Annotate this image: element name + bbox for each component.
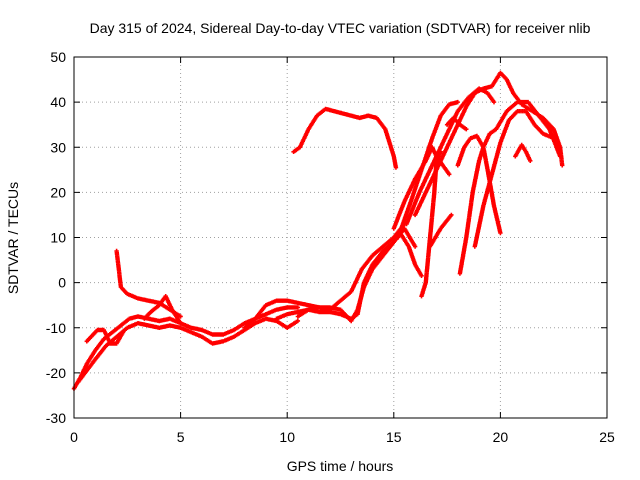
axis-ticks: 0 5 10 15 20 25 -30 -20 -10 0 10 20 30 40 50 [46, 49, 615, 445]
x-tick-label: 0 [70, 429, 78, 445]
y-axis-label: SDTVAR / TECUs [5, 182, 21, 294]
series-arc-16 [444, 115, 469, 132]
x-tick-label: 10 [279, 429, 295, 445]
y-tick-label: -20 [46, 365, 66, 381]
series-arc-3 [84, 327, 126, 346]
y-tick-label: -30 [46, 410, 66, 426]
y-tick-label: -10 [46, 320, 66, 336]
series-arc-9 [291, 106, 399, 170]
series-arc-17 [457, 99, 563, 276]
series-arc-14 [419, 149, 443, 299]
x-axis-label: GPS time / hours [287, 458, 394, 474]
data-series-group [71, 70, 565, 391]
chart-title: Day 315 of 2024, Sidereal Day-to-day VTE… [90, 20, 591, 36]
y-tick-label: 20 [50, 184, 66, 200]
series-arc-20 [513, 142, 533, 163]
x-tick-label: 25 [599, 429, 615, 445]
y-tick-label: 40 [50, 94, 66, 110]
y-tick-label: 50 [50, 49, 66, 65]
series-arc-11 [395, 99, 460, 240]
series-arc-5 [142, 294, 183, 326]
x-tick-label: 20 [493, 429, 509, 445]
x-tick-label: 15 [386, 429, 402, 445]
series-arc-15 [427, 212, 454, 249]
series-arc-2 [76, 316, 301, 385]
y-tick-label: 30 [50, 139, 66, 155]
series-arc-18 [455, 133, 503, 236]
y-tick-label: 10 [50, 230, 66, 246]
series-arc-19 [472, 109, 563, 249]
x-tick-label: 5 [177, 429, 185, 445]
y-tick-label: 0 [58, 275, 66, 291]
series-arc-8 [295, 226, 418, 324]
